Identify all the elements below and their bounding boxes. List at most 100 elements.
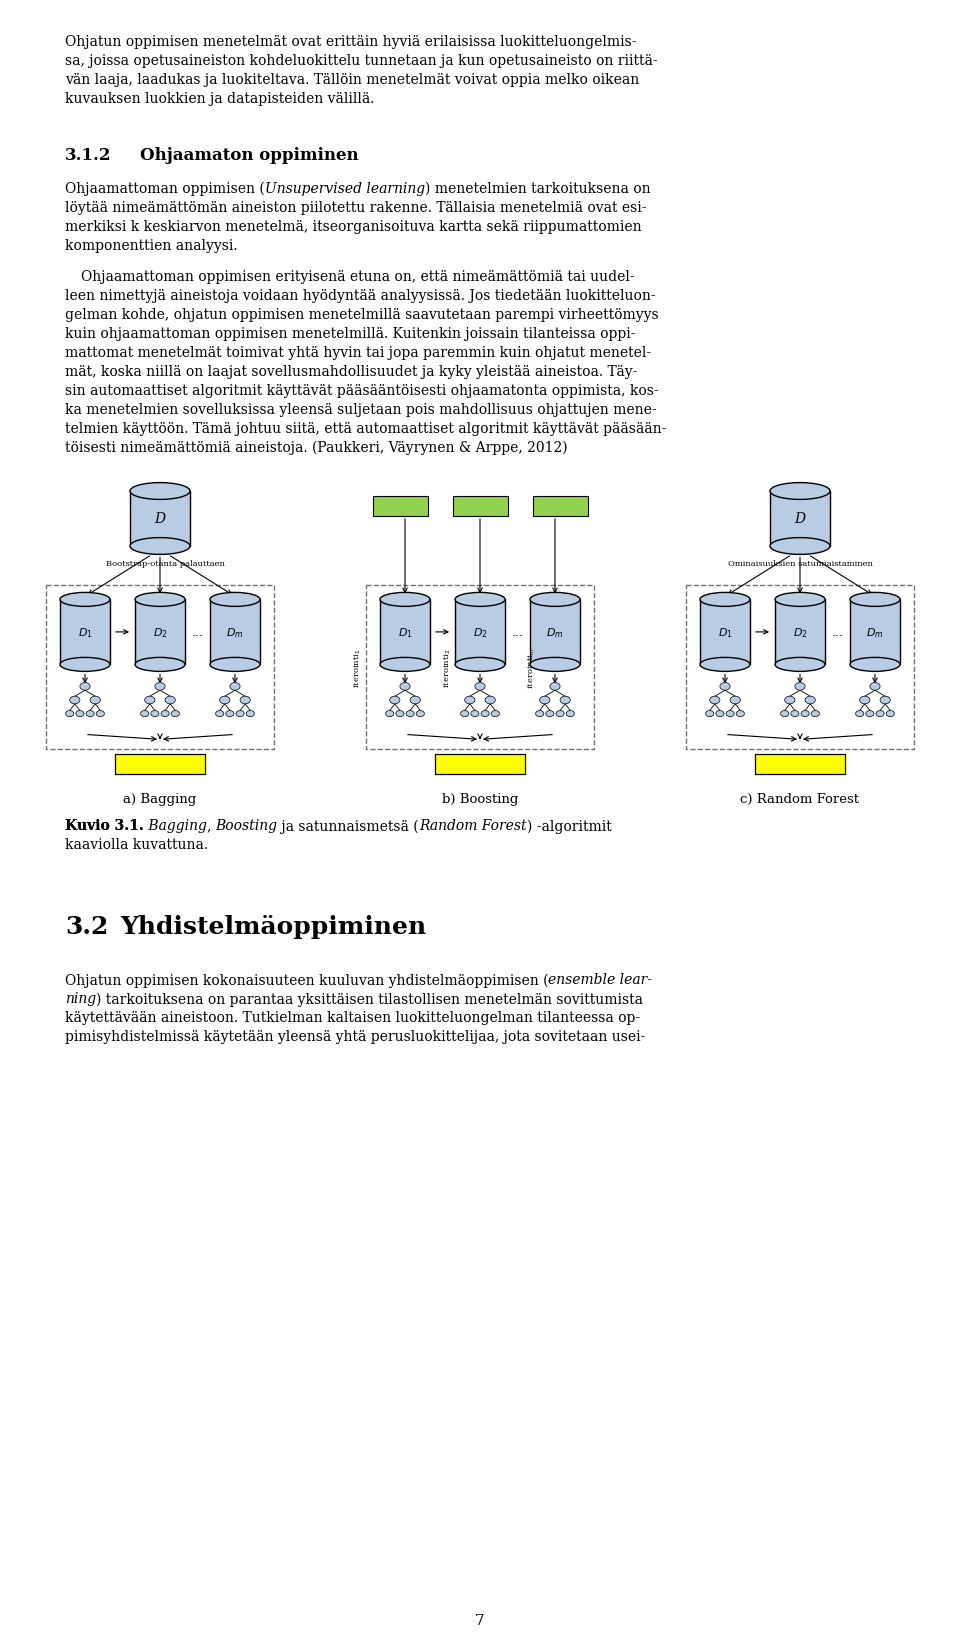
Text: merkiksi k keskiarvon menetelmä, itseorganisoituva kartta sekä riippumattomien: merkiksi k keskiarvon menetelmä, itseorg…	[65, 219, 641, 234]
Text: ja satunnaismetsä (: ja satunnaismetsä (	[277, 819, 419, 834]
Text: 3.1.2: 3.1.2	[65, 147, 111, 163]
Ellipse shape	[210, 593, 260, 606]
Text: gelman kohde, ohjatun oppimisen menetelmillä saavutetaan parempi virheettömyys: gelman kohde, ohjatun oppimisen menetelm…	[65, 308, 659, 321]
Polygon shape	[455, 600, 505, 666]
Ellipse shape	[86, 710, 94, 717]
Ellipse shape	[386, 710, 394, 717]
Ellipse shape	[455, 658, 505, 672]
Text: D: D	[795, 513, 805, 526]
Text: löytää nimeämättömän aineiston piilotettu rakenne. Tällaisia menetelmiä ovat esi: löytää nimeämättömän aineiston piilotett…	[65, 201, 646, 214]
Ellipse shape	[731, 697, 740, 704]
Text: Kuvio 3.1.: Kuvio 3.1.	[65, 819, 144, 832]
Ellipse shape	[700, 593, 750, 606]
Ellipse shape	[550, 684, 560, 691]
Text: ning: ning	[65, 992, 96, 1005]
Text: $D_m$: $D_m$	[546, 626, 564, 639]
Text: Ominaisuuksien satunnaistaminen: Ominaisuuksien satunnaistaminen	[728, 560, 873, 569]
Text: kuin ohjaamattoman oppimisen menetelmillä. Kuitenkin joissain tilanteissa oppi-: kuin ohjaamattoman oppimisen menetelmill…	[65, 326, 636, 341]
Text: sa, joissa opetusaineiston kohdeluokittelu tunnetaan ja kun opetusaineisto on ri: sa, joissa opetusaineiston kohdeluokitte…	[65, 54, 658, 68]
Ellipse shape	[492, 710, 499, 717]
Ellipse shape	[226, 710, 234, 717]
Ellipse shape	[380, 593, 430, 606]
Ellipse shape	[145, 697, 155, 704]
FancyBboxPatch shape	[435, 755, 525, 775]
Polygon shape	[130, 491, 190, 547]
Ellipse shape	[96, 710, 105, 717]
Ellipse shape	[461, 710, 468, 717]
Text: Bootstrap-otanta palauttaen: Bootstrap-otanta palauttaen	[106, 560, 225, 569]
Ellipse shape	[410, 697, 420, 704]
Text: käytettävään aineistoon. Tutkielman kaltaisen luokitteluongelman tilanteessa op-: käytettävään aineistoon. Tutkielman kalt…	[65, 1010, 640, 1025]
Text: ) tarkoituksena on parantaa yksittäisen tilastollisen menetelmän sovittumista: ) tarkoituksena on parantaa yksittäisen …	[96, 992, 643, 1007]
Ellipse shape	[530, 658, 580, 672]
Polygon shape	[210, 600, 260, 666]
Ellipse shape	[784, 697, 795, 704]
FancyBboxPatch shape	[755, 755, 845, 775]
Text: b) Boosting: b) Boosting	[442, 793, 518, 806]
Text: $D_1$: $D_1$	[397, 626, 413, 639]
FancyBboxPatch shape	[533, 496, 588, 517]
Ellipse shape	[216, 710, 224, 717]
Text: iterointi$_2$: iterointi$_2$	[443, 648, 453, 687]
Ellipse shape	[246, 710, 254, 717]
Text: ka menetelmien sovelluksissa yleensä suljetaan pois mahdollisuus ohjattujen mene: ka menetelmien sovelluksissa yleensä sul…	[65, 402, 657, 417]
Text: kaaviolla kuvattuna.: kaaviolla kuvattuna.	[65, 837, 208, 852]
Text: Ohjatun oppimisen menetelmät ovat erittäin hyviä erilaisissa luokitteluongelmis-: Ohjatun oppimisen menetelmät ovat erittä…	[65, 35, 636, 49]
Text: ) -algoritmit: ) -algoritmit	[527, 819, 612, 834]
Text: $D_m$: $D_m$	[866, 626, 884, 639]
Ellipse shape	[700, 658, 750, 672]
Text: a) Bagging: a) Bagging	[124, 793, 197, 806]
Ellipse shape	[775, 593, 825, 606]
Text: leen nimettyjä aineistoja voidaan hyödyntää analyysissä. Jos tiedetään luokittel: leen nimettyjä aineistoja voidaan hyödyn…	[65, 288, 656, 303]
Text: Luokittelu: Luokittelu	[458, 503, 502, 511]
Ellipse shape	[390, 697, 400, 704]
Ellipse shape	[60, 658, 110, 672]
Polygon shape	[380, 600, 430, 666]
Text: pimisyhdistelmissä käytetään yleensä yhtä perusluokittelijaa, jota sovitetaan us: pimisyhdistelmissä käytetään yleensä yht…	[65, 1030, 645, 1043]
FancyBboxPatch shape	[452, 496, 508, 517]
Text: telmien käyttöön. Tämä johtuu siitä, että automaattiset algoritmit käyttävät pää: telmien käyttöön. Tämä johtuu siitä, ett…	[65, 422, 666, 435]
Ellipse shape	[876, 710, 884, 717]
Ellipse shape	[801, 710, 809, 717]
Ellipse shape	[720, 684, 731, 691]
Ellipse shape	[485, 697, 495, 704]
Ellipse shape	[805, 697, 815, 704]
Text: Boosting: Boosting	[215, 819, 277, 832]
Ellipse shape	[546, 710, 554, 717]
Ellipse shape	[60, 593, 110, 606]
Ellipse shape	[780, 710, 789, 717]
Text: Luokittelu: Luokittelu	[539, 503, 582, 511]
Ellipse shape	[455, 593, 505, 606]
Text: iterointi$_1$: iterointi$_1$	[352, 648, 363, 687]
Ellipse shape	[566, 710, 574, 717]
Ellipse shape	[396, 710, 404, 717]
Text: ,: ,	[206, 819, 215, 832]
Text: ) menetelmien tarkoituksena on: ) menetelmien tarkoituksena on	[425, 181, 651, 196]
Ellipse shape	[76, 710, 84, 717]
Text: Ohjatun oppimisen kokonaisuuteen kuuluvan yhdistelmäoppimisen (: Ohjatun oppimisen kokonaisuuteen kuuluva…	[65, 972, 548, 987]
Polygon shape	[770, 491, 830, 547]
Ellipse shape	[770, 483, 830, 499]
Text: Ohjaamaton oppiminen: Ohjaamaton oppiminen	[140, 147, 359, 163]
Ellipse shape	[417, 710, 424, 717]
Polygon shape	[60, 600, 110, 666]
Ellipse shape	[161, 710, 169, 717]
Ellipse shape	[240, 697, 251, 704]
Ellipse shape	[220, 697, 229, 704]
Ellipse shape	[791, 710, 799, 717]
Ellipse shape	[470, 710, 479, 717]
Ellipse shape	[795, 684, 805, 691]
Ellipse shape	[140, 710, 149, 717]
Text: Bagging: Bagging	[144, 819, 206, 832]
Text: $D_m$: $D_m$	[227, 626, 244, 639]
Ellipse shape	[850, 593, 900, 606]
Ellipse shape	[130, 539, 190, 555]
Ellipse shape	[130, 483, 190, 499]
Text: $D_2$: $D_2$	[153, 626, 167, 639]
Text: Ohjaamattoman oppimisen (: Ohjaamattoman oppimisen (	[65, 181, 265, 196]
Ellipse shape	[380, 658, 430, 672]
Ellipse shape	[151, 710, 159, 717]
Polygon shape	[850, 600, 900, 666]
Ellipse shape	[70, 697, 80, 704]
Polygon shape	[775, 600, 825, 666]
